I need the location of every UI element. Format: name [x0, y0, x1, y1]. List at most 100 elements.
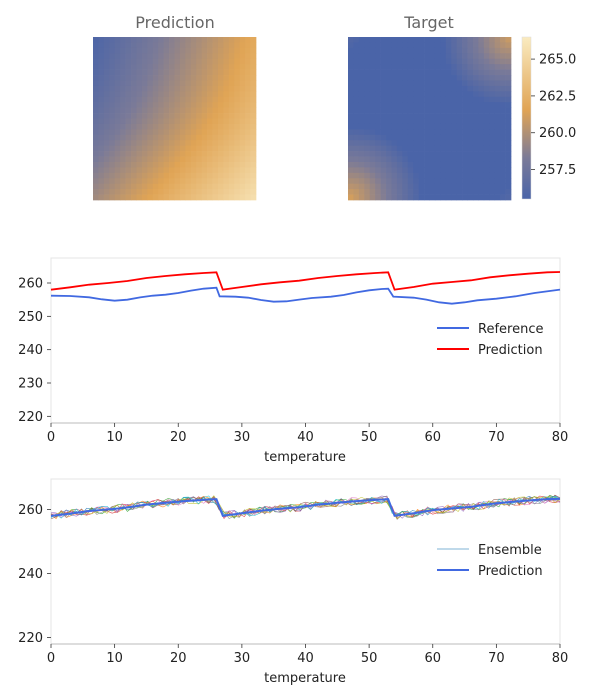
target-heatmap-cell — [440, 91, 447, 98]
target-heatmap-cell — [462, 172, 468, 179]
prediction-heatmap-cell — [207, 75, 213, 81]
prediction-heatmap-cell — [125, 69, 132, 76]
target-heatmap-cell — [451, 37, 458, 43]
prediction-heatmap-cell — [223, 53, 230, 60]
target-heatmap-cell — [358, 183, 365, 190]
target-heatmap-cell — [353, 123, 360, 130]
prediction-heatmap-cell — [201, 75, 208, 81]
target-heatmap-cell — [462, 113, 468, 119]
prediction-heatmap-cell — [212, 167, 219, 174]
target-heatmap-cell — [451, 134, 458, 141]
prediction-heatmap-cell — [163, 178, 170, 185]
target-heatmap-cell — [494, 183, 501, 190]
target-heatmap-cell — [451, 145, 458, 152]
prediction-heatmap-cell — [109, 151, 116, 157]
target-heatmap-cell — [369, 123, 376, 130]
prediction-heatmap-cell — [109, 107, 116, 114]
target-heatmap-cell — [413, 85, 419, 92]
prediction-heatmap-cell — [245, 156, 251, 163]
prediction-heatmap-cell — [190, 167, 197, 174]
prediction-heatmap-cell — [228, 69, 235, 76]
target-heatmap-cell — [483, 85, 490, 92]
prediction-heatmap-cell — [163, 183, 170, 190]
target-heatmap-cell — [500, 172, 506, 179]
target-heatmap-cell — [418, 64, 425, 70]
target-heatmap-cell — [348, 107, 354, 114]
prediction-heatmap-cell — [245, 85, 251, 92]
target-heatmap-cell — [380, 91, 387, 98]
prediction-heatmap-cell — [109, 123, 116, 130]
prediction-heatmap-cell — [125, 134, 132, 141]
target-heatmap-cell — [456, 183, 463, 190]
prediction-heatmap-cell — [141, 102, 148, 108]
target-heatmap-cell — [483, 129, 490, 136]
target-heatmap-cell — [483, 107, 490, 114]
prediction-heatmap-cell — [212, 102, 219, 108]
prediction-heatmap-cell — [201, 69, 208, 76]
prediction-heatmap-cell — [152, 113, 159, 119]
prediction-heatmap-cell — [120, 102, 126, 108]
target-heatmap-cell — [445, 96, 452, 103]
prediction-heatmap-cell — [239, 140, 246, 147]
target-heatmap-cell — [396, 140, 403, 147]
target-heatmap-cell — [391, 102, 398, 108]
target-heatmap-cell — [467, 42, 474, 49]
target-heatmap-cell — [418, 47, 425, 54]
target-heatmap-cell — [494, 172, 501, 179]
prediction-heatmap-cell — [158, 189, 164, 195]
target-heatmap-cell — [413, 129, 419, 136]
prediction-heatmap-cell — [234, 129, 241, 136]
target-heatmap-cell — [353, 107, 360, 114]
prediction-heatmap-cell — [152, 123, 159, 130]
target-heatmap-cell — [494, 134, 501, 141]
target-heatmap-cell — [413, 107, 419, 114]
target-heatmap-cell — [494, 178, 501, 185]
target-heatmap-cell — [429, 107, 436, 114]
prediction-heatmap-cell — [103, 118, 110, 125]
target-heatmap-cell — [489, 123, 496, 130]
target-heatmap-cell — [478, 178, 485, 185]
prediction-heatmap-cell — [228, 151, 235, 157]
target-heatmap-cell — [494, 102, 501, 108]
target-heatmap-cell — [402, 102, 409, 108]
prediction-heatmap-cell — [147, 96, 154, 103]
prediction-heatmap-cell — [207, 183, 213, 190]
prediction-heatmap-cell — [114, 37, 121, 43]
target-heatmap-cell — [386, 145, 392, 152]
target-heatmap-cell — [489, 161, 496, 168]
target-heatmap-cell — [467, 189, 474, 195]
prediction-heatmap-cell — [245, 189, 251, 195]
prediction-heatmap-cell — [98, 58, 105, 65]
target-heatmap-cell — [462, 178, 468, 185]
target-heatmap-cell — [369, 102, 376, 108]
prediction-heatmap-cell — [125, 80, 132, 87]
prediction-heatmap-cell — [185, 91, 192, 98]
target-heatmap-cell — [424, 183, 430, 190]
target-heatmap-cell — [391, 37, 398, 43]
target-heatmap-cell — [494, 151, 501, 157]
prediction-heatmap-cell — [239, 156, 246, 163]
target-heatmap-cell — [462, 161, 468, 168]
target-heatmap-cell — [380, 167, 387, 174]
prediction-heatmap-cell — [212, 85, 219, 92]
target-heatmap-cell — [500, 178, 506, 185]
prediction-heatmap-cell — [179, 189, 186, 195]
target-heatmap-cell — [505, 37, 512, 43]
prediction-heatmap-cell — [196, 58, 203, 65]
prediction-heatmap-cell — [169, 123, 175, 130]
target-heatmap-cell — [353, 151, 360, 157]
prediction-heatmap-cell — [174, 161, 181, 168]
prediction-heatmap-cell — [152, 129, 159, 136]
target-heatmap-cell — [358, 161, 365, 168]
prediction-heatmap-cell — [169, 85, 175, 92]
target-heatmap-cell — [396, 58, 403, 65]
prediction-heatmap-cell — [196, 156, 203, 163]
target-heatmap-cell — [418, 42, 425, 49]
target-heatmap-cell — [451, 194, 458, 201]
prediction-heatmap-cell — [114, 156, 121, 163]
prediction-heatmap-cell — [158, 156, 164, 163]
target-heatmap-cell — [456, 123, 463, 130]
prediction-heatmap-cell — [217, 37, 224, 43]
target-heatmap-cell — [396, 85, 403, 92]
